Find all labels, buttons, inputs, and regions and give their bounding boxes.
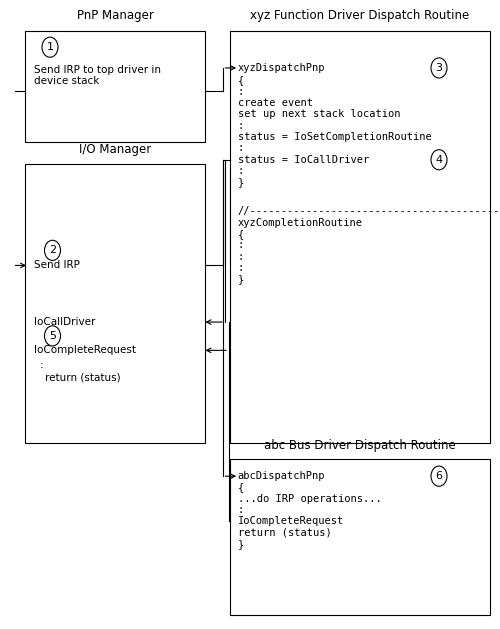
Bar (25, 164, 205, 443)
Text: }: } (238, 539, 244, 549)
Text: 1: 1 (46, 42, 54, 52)
Text: {: { (238, 482, 244, 493)
Text: return (status): return (status) (45, 372, 120, 382)
Text: :: : (238, 263, 244, 273)
Text: PnP Manager: PnP Manager (76, 9, 154, 22)
Text: //--------------------------------------------: //--------------------------------------… (238, 206, 500, 216)
Text: {: { (238, 75, 244, 86)
Text: abcDispatchPnp: abcDispatchPnp (238, 471, 325, 481)
Bar (230, 31, 490, 443)
Text: :: : (238, 240, 244, 250)
Text: abc Bus Driver Dispatch Routine: abc Bus Driver Dispatch Routine (264, 438, 456, 452)
Text: 4: 4 (436, 155, 442, 165)
Text: :: : (238, 121, 244, 131)
Text: :: : (238, 252, 244, 262)
Text: xyzDispatchPnp: xyzDispatchPnp (238, 63, 325, 73)
Text: ...do IRP operations...: ...do IRP operations... (238, 494, 382, 504)
Text: status = IoCallDriver: status = IoCallDriver (238, 155, 369, 165)
Text: }: } (238, 274, 244, 284)
Text: {: { (238, 229, 244, 239)
Text: I/O Manager: I/O Manager (79, 143, 151, 156)
Text: :: : (238, 505, 244, 515)
Text: 2: 2 (49, 245, 56, 255)
Text: xyzCompletionRoutine: xyzCompletionRoutine (238, 218, 362, 228)
Text: IoCompleteRequest: IoCompleteRequest (238, 516, 344, 526)
Text: :: : (238, 143, 244, 153)
Text: Send IRP: Send IRP (34, 260, 80, 270)
Text: }: } (238, 177, 244, 187)
Text: return (status): return (status) (238, 528, 331, 538)
Text: status = IoSetCompletionRoutine: status = IoSetCompletionRoutine (238, 132, 431, 142)
Text: :: : (238, 166, 244, 176)
Bar (25, 31, 205, 142)
Text: 3: 3 (436, 63, 442, 73)
Text: Send IRP to top driver in
device stack: Send IRP to top driver in device stack (34, 65, 161, 86)
Text: 6: 6 (436, 471, 442, 481)
Text: 5: 5 (49, 331, 56, 341)
Text: :: : (40, 360, 43, 370)
Bar (230, 459, 490, 615)
Text: set up next stack location: set up next stack location (238, 109, 400, 120)
Text: create event: create event (238, 98, 312, 108)
Text: xyz Function Driver Dispatch Routine: xyz Function Driver Dispatch Routine (250, 9, 470, 22)
Text: IoCompleteRequest: IoCompleteRequest (34, 345, 136, 355)
Text: IoCallDriver: IoCallDriver (34, 317, 96, 327)
Text: :: : (238, 87, 244, 97)
